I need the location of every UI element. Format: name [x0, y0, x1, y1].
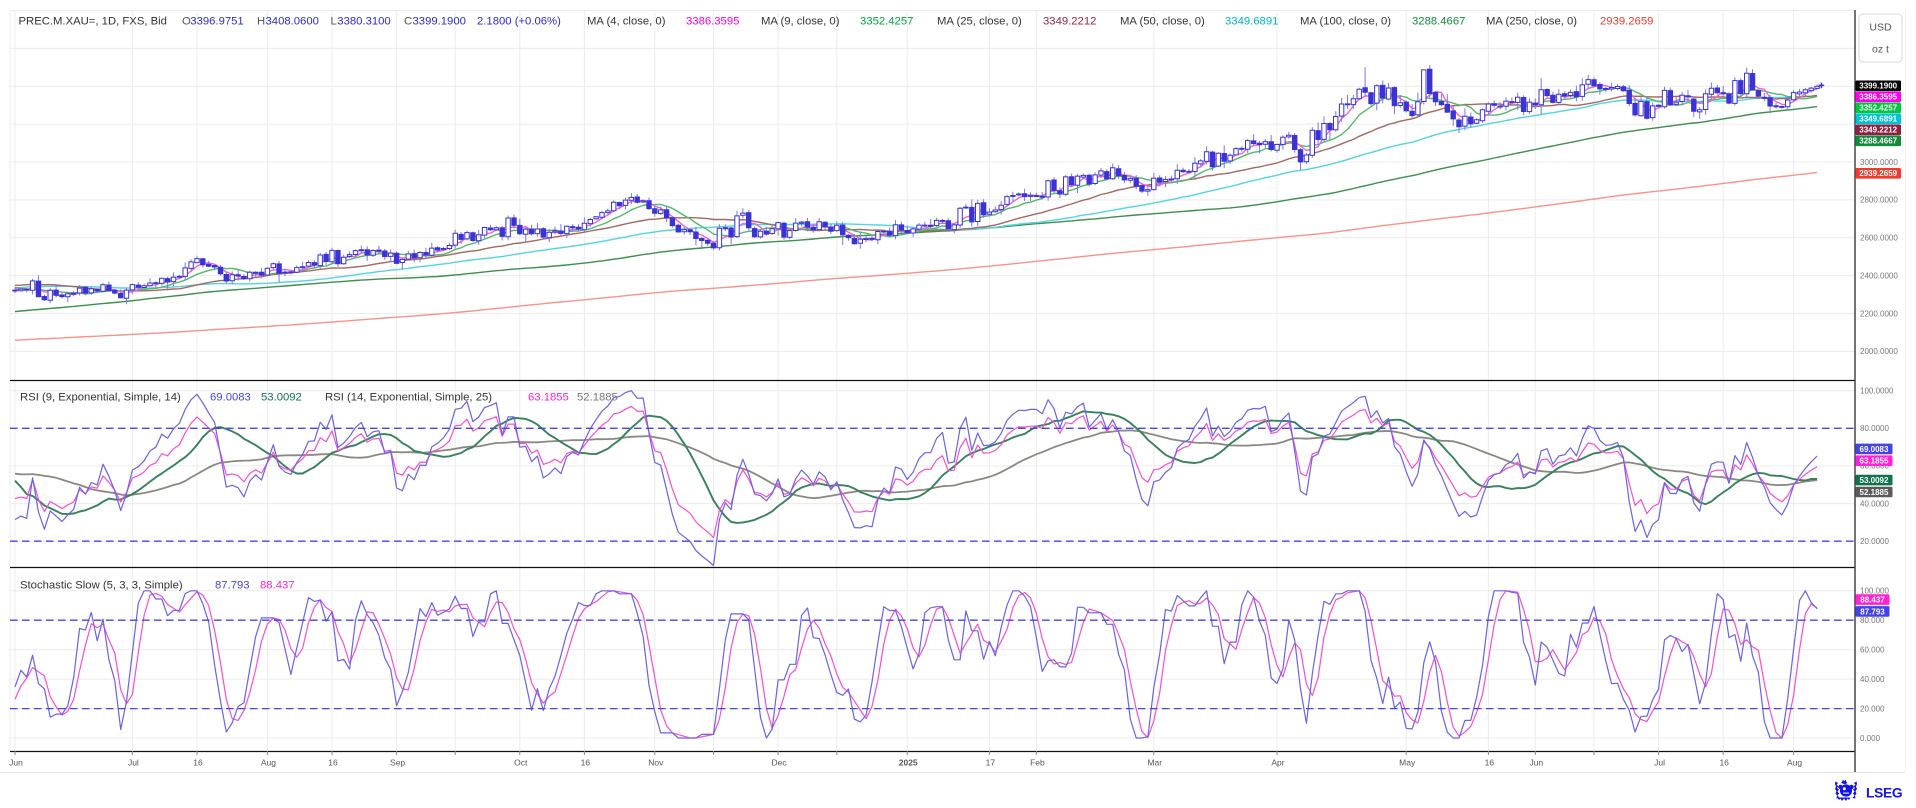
- svg-text:Jul: Jul: [1654, 758, 1665, 768]
- svg-text:2400.0000: 2400.0000: [1860, 271, 1898, 280]
- svg-text:63.1855: 63.1855: [528, 392, 569, 404]
- svg-text:2939.2659: 2939.2659: [1859, 169, 1897, 178]
- svg-text:3349.2212: 3349.2212: [1043, 16, 1096, 28]
- svg-text:3288.4667: 3288.4667: [1412, 16, 1465, 28]
- svg-text:20.000: 20.000: [1860, 704, 1885, 713]
- svg-text:Jul: Jul: [128, 758, 139, 768]
- svg-text:40.0000: 40.0000: [1860, 499, 1889, 508]
- svg-text:16: 16: [581, 758, 591, 768]
- svg-text:3386.3595: 3386.3595: [686, 16, 739, 28]
- svg-text:MA (100, close, 0): MA (100, close, 0): [1300, 16, 1391, 28]
- svg-text:PREC.M.XAU=, 1D, FXS, Bid: PREC.M.XAU=, 1D, FXS, Bid: [19, 16, 167, 28]
- svg-text:88.437: 88.437: [260, 580, 295, 592]
- svg-text:88.437: 88.437: [1860, 596, 1885, 605]
- svg-text:3408.0600: 3408.0600: [266, 16, 319, 28]
- svg-text:3349.6891: 3349.6891: [1859, 115, 1897, 124]
- svg-text:3349.2212: 3349.2212: [1859, 126, 1897, 135]
- svg-text:MA (25, close, 0): MA (25, close, 0): [937, 16, 1022, 28]
- svg-text:20.0000: 20.0000: [1860, 537, 1889, 546]
- svg-text:80.000: 80.000: [1860, 616, 1885, 625]
- svg-text:Aug: Aug: [1787, 758, 1802, 768]
- svg-text:2000.0000: 2000.0000: [1860, 347, 1898, 356]
- svg-text:60.0000: 60.0000: [1860, 462, 1889, 471]
- svg-text:May: May: [1399, 758, 1416, 768]
- svg-text:2939.2659: 2939.2659: [1600, 16, 1653, 28]
- svg-text:100.000: 100.000: [1860, 587, 1889, 596]
- svg-text:0.000: 0.000: [1860, 734, 1881, 743]
- svg-text:2800.0000: 2800.0000: [1860, 196, 1898, 205]
- svg-text:2.1800 (+0.06%): 2.1800 (+0.06%): [477, 16, 561, 28]
- svg-text:Jun: Jun: [1529, 758, 1543, 768]
- svg-text:16: 16: [328, 758, 338, 768]
- svg-text:17: 17: [986, 758, 996, 768]
- svg-text:Sep: Sep: [390, 758, 405, 768]
- svg-text:C: C: [404, 16, 412, 28]
- svg-text:Oct: Oct: [514, 758, 528, 768]
- svg-text:40.000: 40.000: [1860, 675, 1885, 684]
- svg-text:2600.0000: 2600.0000: [1860, 234, 1898, 243]
- svg-text:H: H: [257, 16, 265, 28]
- svg-text:3399.1900: 3399.1900: [413, 16, 466, 28]
- svg-text:MA (250, close, 0): MA (250, close, 0): [1486, 16, 1577, 28]
- svg-text:Dec: Dec: [772, 758, 788, 768]
- svg-text:69.0083: 69.0083: [1860, 445, 1889, 454]
- svg-text:Jun: Jun: [9, 758, 23, 768]
- svg-text:Aug: Aug: [261, 758, 276, 768]
- svg-text:100.0000: 100.0000: [1860, 387, 1894, 396]
- svg-text:MA (9, close, 0): MA (9, close, 0): [761, 16, 840, 28]
- svg-text:Stochastic Slow (5, 3, 3, Simp: Stochastic Slow (5, 3, 3, Simple): [20, 580, 183, 592]
- svg-text:3352.4257: 3352.4257: [1859, 104, 1897, 113]
- svg-text:3386.3595: 3386.3595: [1859, 93, 1897, 102]
- svg-text:Mar: Mar: [1147, 758, 1162, 768]
- svg-text:Apr: Apr: [1271, 758, 1284, 768]
- svg-text:RSI (14, Exponential, Simple,: RSI (14, Exponential, Simple, 25): [325, 392, 492, 404]
- svg-text:60.000: 60.000: [1860, 646, 1885, 655]
- svg-text:LSEG: LSEG: [1866, 786, 1902, 801]
- svg-text:L: L: [331, 16, 337, 28]
- svg-text:16: 16: [1719, 758, 1729, 768]
- svg-text:Nov: Nov: [648, 758, 664, 768]
- svg-text:69.0083: 69.0083: [210, 392, 251, 404]
- svg-text:53.0092: 53.0092: [261, 392, 302, 404]
- svg-text:3349.6891: 3349.6891: [1225, 16, 1278, 28]
- svg-text:oz t: oz t: [1872, 44, 1889, 56]
- svg-text:Feb: Feb: [1030, 758, 1045, 768]
- svg-text:16: 16: [193, 758, 203, 768]
- svg-text:87.793: 87.793: [1860, 607, 1885, 616]
- svg-text:3399.1900: 3399.1900: [1859, 82, 1897, 91]
- svg-text:O: O: [182, 16, 191, 28]
- svg-text:3288.4667: 3288.4667: [1859, 137, 1897, 146]
- svg-text:80.0000: 80.0000: [1860, 424, 1889, 433]
- svg-text:USD: USD: [1869, 22, 1892, 34]
- svg-text:3352.4257: 3352.4257: [860, 16, 913, 28]
- svg-text:3000.0000: 3000.0000: [1860, 158, 1898, 167]
- svg-text:3380.3100: 3380.3100: [337, 16, 390, 28]
- svg-text:53.0092: 53.0092: [1860, 476, 1889, 485]
- svg-text:16: 16: [1485, 758, 1495, 768]
- svg-text:63.1855: 63.1855: [1860, 457, 1889, 466]
- svg-text:87.793: 87.793: [215, 580, 250, 592]
- svg-text:MA (50, close, 0): MA (50, close, 0): [1120, 16, 1205, 28]
- svg-text:RSI (9, Exponential, Simple, 1: RSI (9, Exponential, Simple, 14): [20, 392, 181, 404]
- svg-text:3396.9751: 3396.9751: [190, 16, 243, 28]
- svg-text:52.1885: 52.1885: [577, 392, 618, 404]
- svg-text:2200.0000: 2200.0000: [1860, 309, 1898, 318]
- svg-text:MA (4, close, 0): MA (4, close, 0): [587, 16, 666, 28]
- svg-text:52.1885: 52.1885: [1860, 488, 1889, 497]
- svg-text:2025: 2025: [899, 758, 918, 768]
